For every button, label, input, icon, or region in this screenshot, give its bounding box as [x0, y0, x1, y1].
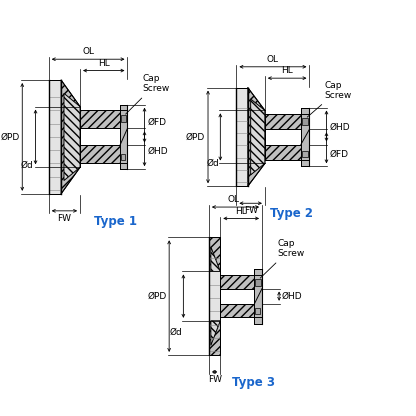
Bar: [80, 110, 120, 163]
Bar: [49, 80, 61, 194]
Text: OL: OL: [228, 195, 240, 204]
Text: Type 3: Type 3: [232, 376, 275, 389]
Text: ØPD: ØPD: [0, 132, 20, 141]
Bar: [220, 289, 255, 304]
Polygon shape: [248, 88, 265, 186]
Text: OL: OL: [267, 55, 279, 64]
Text: Type 2: Type 2: [270, 207, 312, 220]
Text: ØFD: ØFD: [147, 118, 166, 127]
Bar: [302, 118, 309, 125]
Bar: [265, 114, 301, 160]
Text: FW: FW: [244, 206, 258, 215]
Text: OL: OL: [82, 47, 94, 57]
Text: Type 1: Type 1: [94, 215, 137, 228]
Polygon shape: [209, 238, 220, 272]
Bar: [301, 108, 310, 166]
Bar: [255, 308, 260, 314]
Text: Ød: Ød: [170, 328, 183, 337]
Text: ØHD: ØHD: [147, 146, 168, 156]
Bar: [121, 115, 126, 122]
Text: HL: HL: [235, 207, 247, 215]
Bar: [120, 105, 127, 169]
Text: Cap
Screw: Cap Screw: [260, 239, 305, 278]
Text: HL: HL: [98, 59, 110, 68]
Bar: [255, 269, 262, 324]
Text: FW: FW: [57, 214, 72, 223]
Bar: [220, 275, 255, 317]
Text: ØHD: ØHD: [282, 292, 302, 301]
Bar: [209, 238, 220, 355]
Text: ØPD: ØPD: [147, 292, 166, 301]
Text: FW: FW: [208, 375, 222, 384]
Text: Ød: Ød: [21, 161, 34, 170]
Bar: [265, 129, 301, 144]
Polygon shape: [211, 247, 220, 272]
Bar: [121, 154, 125, 160]
Polygon shape: [209, 321, 220, 355]
Polygon shape: [61, 80, 80, 194]
Polygon shape: [251, 99, 265, 175]
Polygon shape: [64, 93, 80, 181]
Bar: [302, 151, 307, 157]
Text: ØPD: ØPD: [186, 132, 205, 141]
Bar: [80, 129, 120, 146]
Text: Cap
Screw: Cap Screw: [307, 81, 352, 117]
Text: HL: HL: [281, 66, 293, 75]
Text: ØFD: ØFD: [329, 149, 348, 158]
Text: Ød: Ød: [207, 159, 219, 168]
Text: Cap
Screw: Cap Screw: [126, 74, 170, 114]
Bar: [255, 279, 261, 286]
Text: ØHD: ØHD: [329, 123, 350, 132]
Polygon shape: [211, 321, 220, 345]
Bar: [236, 88, 248, 186]
